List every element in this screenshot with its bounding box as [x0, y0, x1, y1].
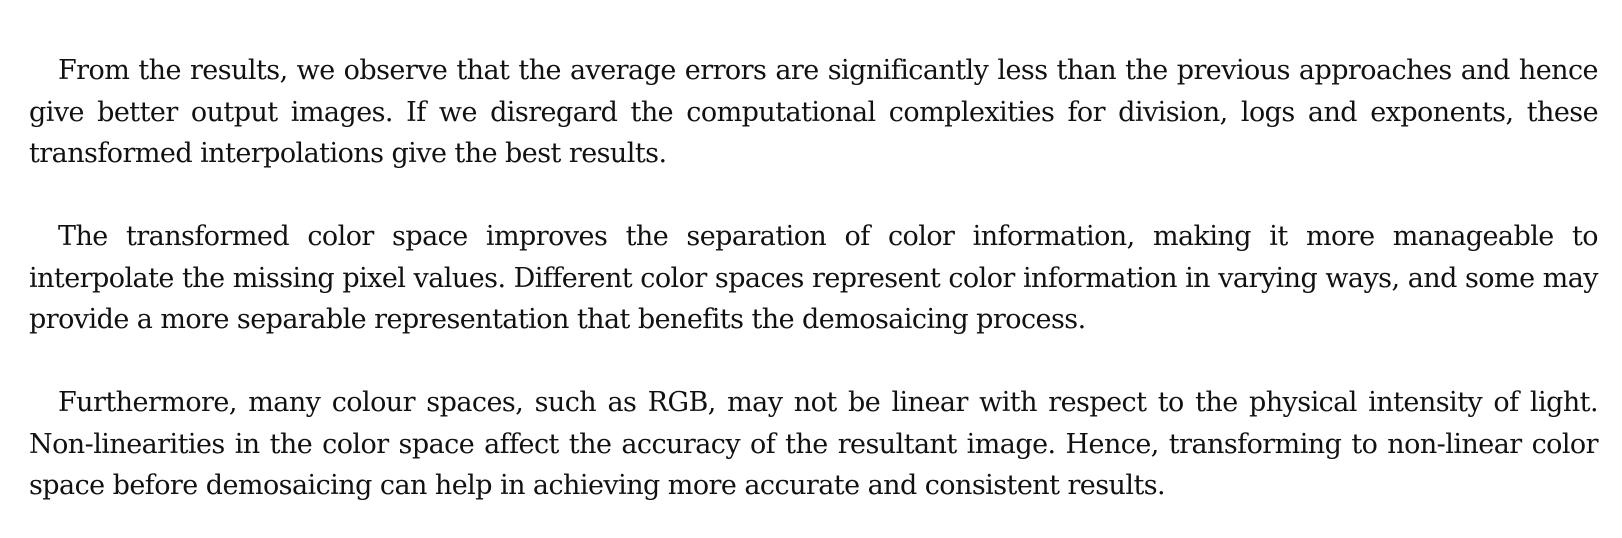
- paragraph-results: From the results, we observe that the av…: [29, 55, 1599, 169]
- paragraph-nonlinearity: Furthermore, many colour spaces, such as…: [29, 387, 1599, 501]
- paragraph-color-space: The transformed color space improves the…: [29, 221, 1599, 335]
- document-body: From the results, we observe that the av…: [29, 50, 1599, 507]
